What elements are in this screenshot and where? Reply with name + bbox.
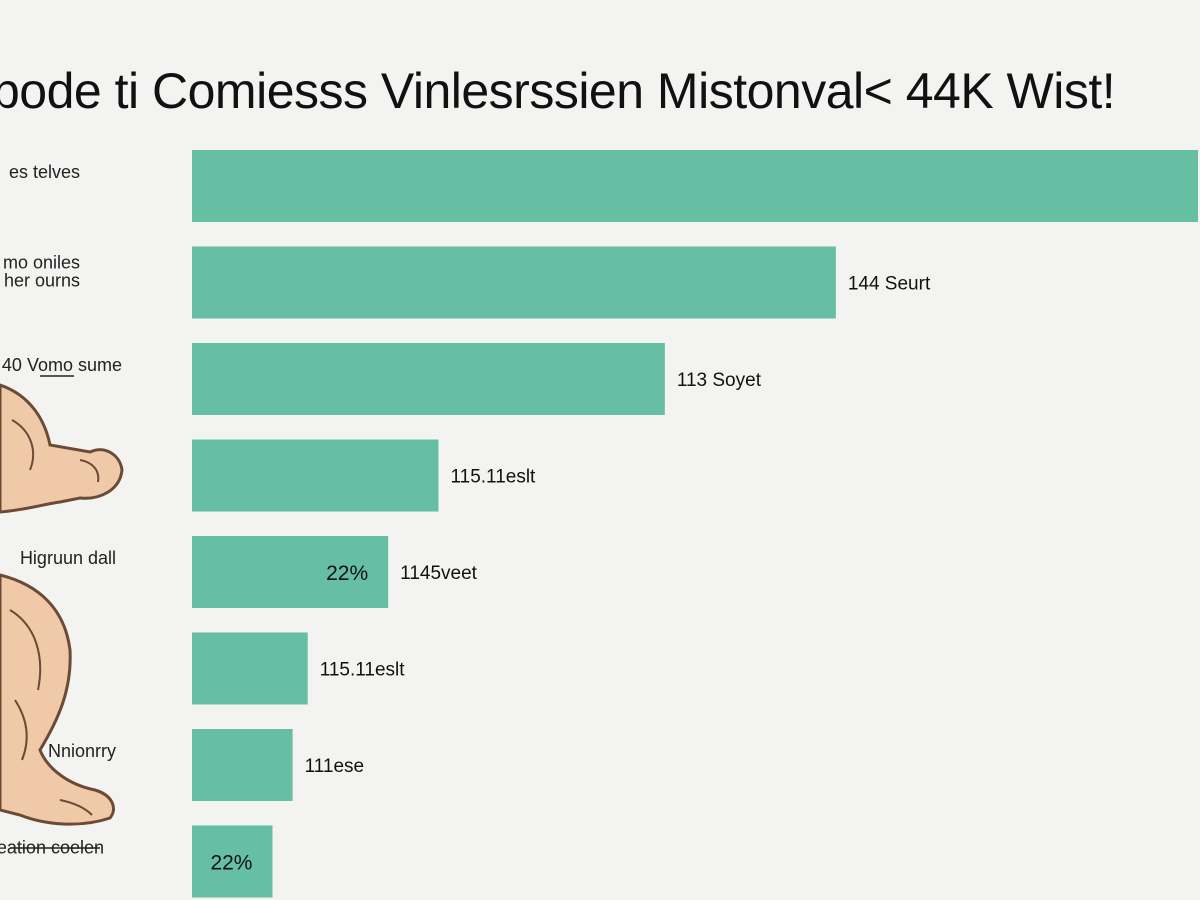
bar-3: [192, 439, 439, 512]
category-label-4: Higruun dall: [20, 548, 116, 568]
category-label-1: mo oniles: [3, 253, 80, 273]
value-label-6: 111ese: [305, 756, 365, 777]
category-label-0: es telves: [9, 162, 80, 182]
category-label-1: her ourns: [4, 271, 80, 291]
bar-6: [192, 729, 293, 801]
category-label-6: Nnionrry: [48, 741, 116, 761]
value-label-5: 115.11eslt: [320, 660, 406, 681]
inbar-label-7: 22%: [210, 852, 252, 875]
bar-5: [192, 632, 308, 705]
bar-0: [192, 150, 1198, 222]
chart-title: bode ti Comiesss Vinlesrssien Mistonval<…: [0, 63, 1116, 119]
category-label-2: 40 Vomo sume: [2, 355, 122, 375]
bar-7: [192, 825, 273, 898]
inbar-label-4: 22%: [326, 562, 368, 585]
value-label-1: 144 Seurt: [848, 274, 931, 295]
value-label-4: 1145veet: [400, 563, 477, 584]
value-label-2: 113 Soyet: [677, 370, 762, 391]
value-label-3: 115.11eslt: [450, 467, 536, 488]
category-label-7: eation coelen: [0, 838, 104, 858]
bar-1: [192, 246, 836, 319]
bar-2: [192, 343, 665, 415]
muscular-arm-illustration-icon: [0, 383, 124, 826]
bar-4: [192, 536, 389, 608]
